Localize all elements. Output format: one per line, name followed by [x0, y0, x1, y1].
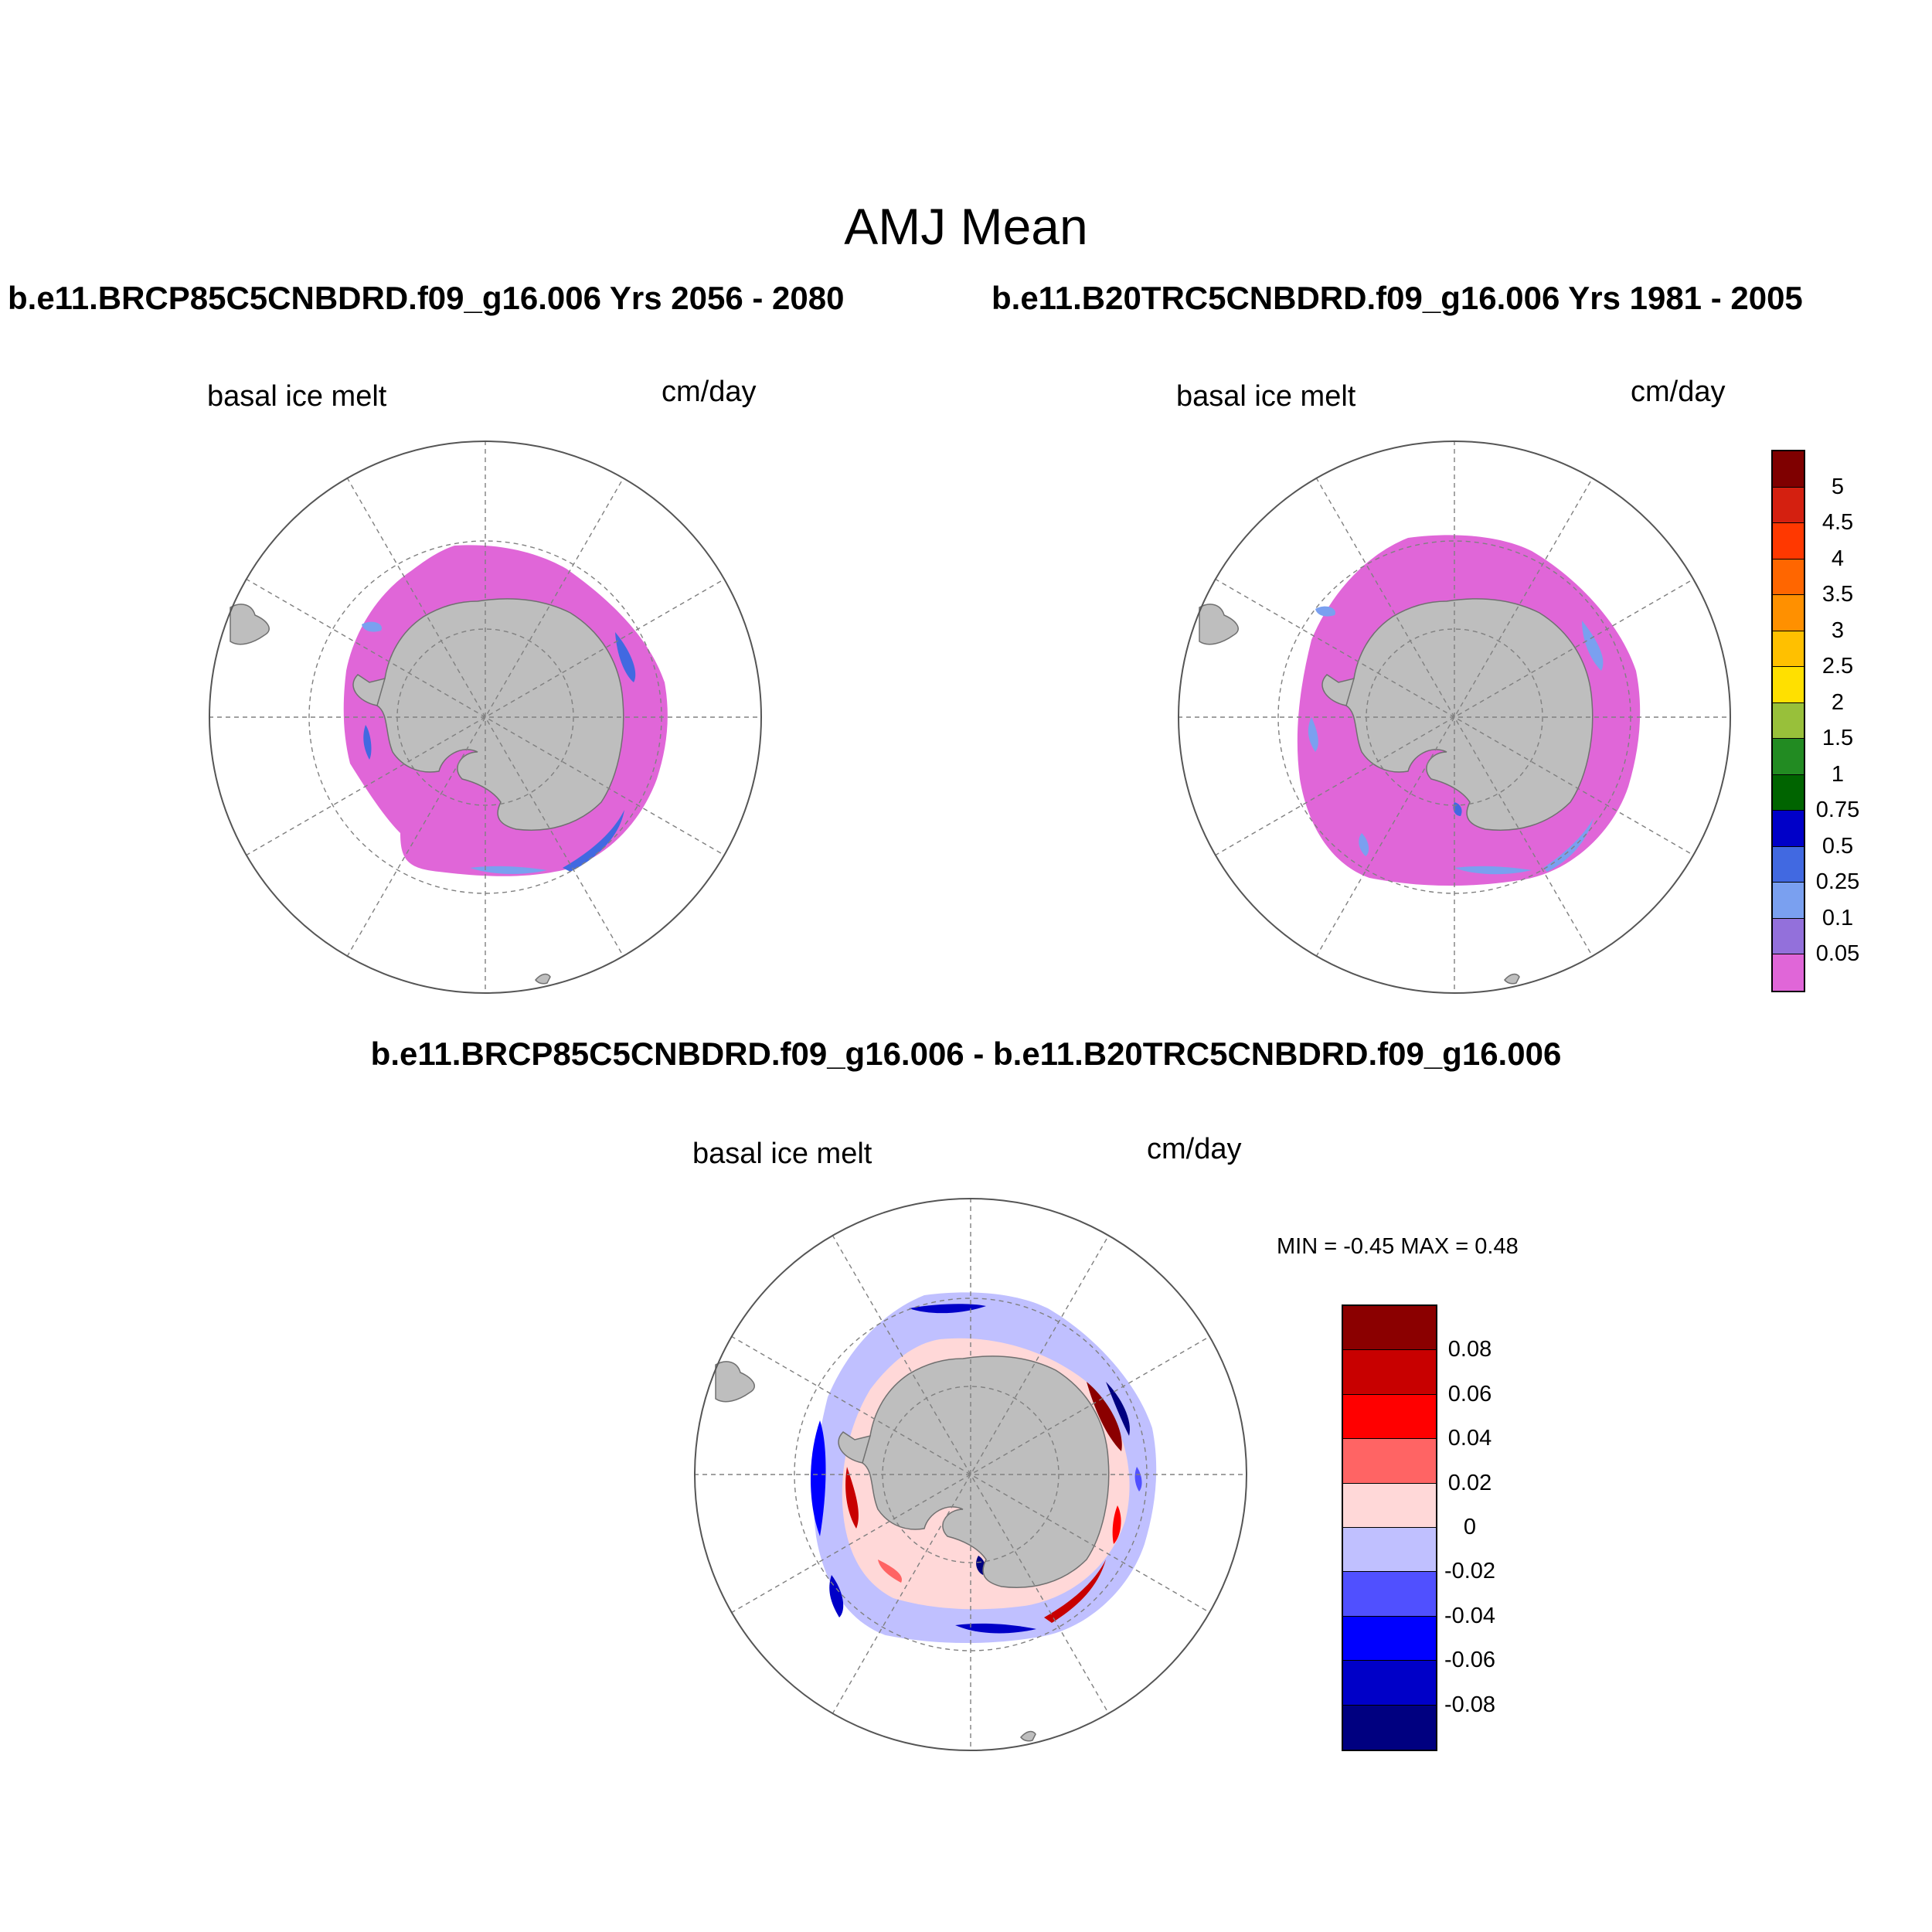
map-graticule — [694, 1198, 1247, 1751]
colorbar-difference-tick-label: -0.08 — [1444, 1692, 1496, 1717]
colorbar-difference-swatch — [1343, 1306, 1436, 1351]
map-graticule — [209, 440, 762, 994]
colorbar-main-swatch — [1773, 523, 1804, 560]
continent-fragments — [1199, 604, 1520, 985]
colorbar-difference-tick-label: -0.04 — [1444, 1603, 1496, 1628]
diff-case-title: b.e11.BRCP85C5CNBDRD.f09_g16.006 - b.e11… — [370, 1036, 1562, 1072]
colorbar-main-tick-label: 1 — [1831, 761, 1845, 787]
colorbar-main-tick-label: 2.5 — [1821, 654, 1854, 679]
colorbar-main-swatch — [1773, 631, 1804, 668]
colorbar-main-tick-label: 0.75 — [1815, 798, 1860, 823]
colorbar-main-tick-label: 0.5 — [1821, 833, 1854, 859]
map-boundary — [209, 440, 762, 994]
colorbar-main-tick-label: 5 — [1831, 474, 1845, 499]
colorbar-main-swatch — [1773, 667, 1804, 703]
top-right-case-title: b.e11.B20TRC5CNBDRD.f09_g16.006 Yrs 1981… — [992, 280, 1803, 316]
colorbar-main-tick-label: 2 — [1831, 689, 1845, 715]
map-boundary — [694, 1198, 1247, 1751]
colorbar-difference-tick-label: 0.08 — [1447, 1337, 1492, 1362]
colorbar-difference-swatch — [1343, 1572, 1436, 1617]
colorbar-main-swatch — [1773, 954, 1804, 991]
colorbar-difference-swatch — [1343, 1527, 1436, 1573]
top-left-case-title: b.e11.BRCP85C5CNBDRD.f09_g16.006 Yrs 205… — [8, 280, 845, 316]
antarctica-landmass — [352, 598, 624, 831]
colorbar-main-tick-label: 3.5 — [1821, 582, 1854, 607]
colorbar-main-swatch — [1773, 487, 1804, 524]
colorbar-main — [1771, 450, 1805, 992]
top-right-units-label: cm/day — [1631, 376, 1726, 408]
colorbar-main-swatch — [1773, 846, 1804, 883]
colorbar-main-tick-label: 1.5 — [1821, 726, 1854, 751]
colorbar-difference-swatch — [1343, 1483, 1436, 1528]
top-left-variable-label: basal ice melt — [207, 380, 387, 413]
colorbar-main-swatch — [1773, 883, 1804, 919]
colorbar-main-swatch — [1773, 595, 1804, 631]
colorbar-difference-tick-label: 0.04 — [1447, 1426, 1492, 1451]
colorbar-difference-tick-label: -0.06 — [1444, 1648, 1496, 1673]
colorbar-main-swatch — [1773, 774, 1804, 811]
polar-map-future — [209, 440, 762, 994]
colorbar-difference-tick-label: 0.02 — [1447, 1470, 1492, 1495]
continent-fragments — [230, 604, 551, 985]
polar-map-difference — [694, 1198, 1247, 1751]
colorbar-main-swatch — [1773, 559, 1804, 596]
colorbar-difference-swatch — [1343, 1661, 1436, 1706]
colorbar-main-tick-label: 3 — [1831, 617, 1845, 643]
colorbar-main-tick-label: 4.5 — [1821, 510, 1854, 536]
colorbar-difference-swatch — [1343, 1394, 1436, 1440]
colorbar-difference-tick-label: 0.06 — [1447, 1381, 1492, 1406]
figure-title: AMJ Mean — [844, 198, 1088, 255]
colorbar-difference-tick-label: 0 — [1463, 1515, 1477, 1539]
colorbar-main-tick-label: 4 — [1831, 546, 1845, 571]
antarctica-landmass — [838, 1355, 1110, 1588]
continent-fragments — [715, 1361, 1036, 1742]
colorbar-main-swatch — [1773, 702, 1804, 740]
diff-variable-label: basal ice melt — [692, 1138, 872, 1170]
antarctica-landmass — [1321, 598, 1594, 831]
map-graticule — [1178, 440, 1731, 994]
top-left-units-label: cm/day — [662, 376, 757, 408]
colorbar-main-tick-label: 0.1 — [1821, 905, 1854, 930]
colorbar-difference-swatch — [1343, 1350, 1436, 1395]
polar-map-historical — [1178, 440, 1731, 994]
colorbar-main-swatch — [1773, 451, 1804, 488]
colorbar-main-tick-label: 0.25 — [1815, 869, 1860, 895]
colorbar-difference-swatch — [1343, 1705, 1436, 1750]
colorbar-difference-tick-label: -0.02 — [1444, 1559, 1496, 1584]
top-right-variable-label: basal ice melt — [1176, 380, 1356, 413]
colorbar-difference-swatch — [1343, 1439, 1436, 1484]
colorbar-main-swatch — [1773, 918, 1804, 955]
diff-min-max-label: MIN = -0.45 MAX = 0.48 — [1277, 1234, 1519, 1259]
colorbar-difference — [1342, 1304, 1437, 1751]
colorbar-main-swatch — [1773, 811, 1804, 847]
colorbar-difference-swatch — [1343, 1616, 1436, 1662]
map-boundary — [1178, 440, 1731, 994]
colorbar-main-tick-label: 0.05 — [1815, 941, 1860, 967]
colorbar-main-swatch — [1773, 739, 1804, 775]
diff-units-label: cm/day — [1147, 1133, 1242, 1165]
